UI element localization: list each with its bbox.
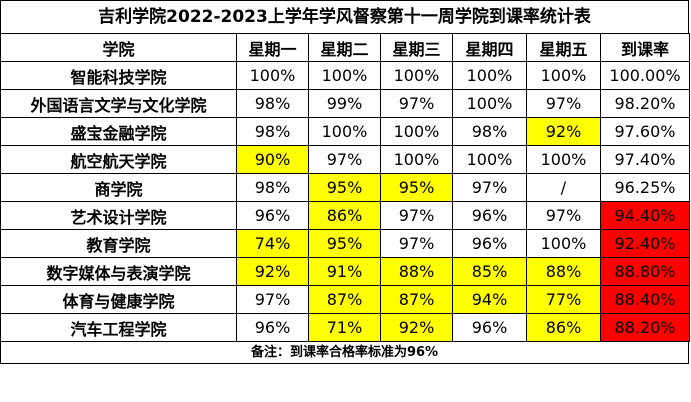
day-cell[interactable]: 86%: [308, 201, 381, 230]
day-cell[interactable]: 100%: [452, 61, 527, 90]
day-cell[interactable]: 85%: [452, 257, 527, 286]
header-attendance-rate[interactable]: 到课率: [600, 33, 690, 62]
rate-cell[interactable]: 100.00%: [600, 61, 690, 90]
day-cell[interactable]: 100%: [308, 61, 381, 90]
college-cell[interactable]: 体育与健康学院: [0, 285, 237, 314]
rate-cell[interactable]: 92.40%: [600, 229, 690, 258]
day-cell[interactable]: 100%: [236, 61, 309, 90]
day-cell[interactable]: 99%: [308, 89, 381, 118]
day-cell[interactable]: 100%: [380, 117, 453, 146]
college-cell[interactable]: 航空航天学院: [0, 145, 237, 174]
day-cell[interactable]: 71%: [308, 313, 381, 342]
header-tuesday[interactable]: 星期二: [308, 33, 381, 62]
day-cell[interactable]: 74%: [236, 229, 309, 258]
college-cell[interactable]: 艺术设计学院: [0, 201, 237, 230]
table-row: 艺术设计学院 96% 86% 97% 96% 97% 94.40%: [0, 201, 690, 230]
day-cell[interactable]: 100%: [380, 61, 453, 90]
rate-cell[interactable]: 88.80%: [600, 257, 690, 286]
day-cell[interactable]: 88%: [526, 257, 601, 286]
day-cell[interactable]: 98%: [236, 117, 309, 146]
table-row: 盛宝金融学院 98% 100% 100% 98% 92% 97.60%: [0, 117, 690, 146]
day-cell[interactable]: 98%: [236, 89, 309, 118]
day-cell[interactable]: 97%: [236, 285, 309, 314]
college-cell[interactable]: 数字媒体与表演学院: [0, 257, 237, 286]
day-cell[interactable]: 100%: [380, 145, 453, 174]
day-cell[interactable]: 96%: [452, 313, 527, 342]
attendance-table: 学院 星期一 星期二 星期三 星期四 星期五 到课率 智能科技学院 100% 100…: [0, 33, 690, 342]
day-cell[interactable]: 97%: [526, 201, 601, 230]
table-row: 商学院 98% 95% 95% 97%/96.25%: [0, 173, 690, 202]
rate-cell[interactable]: 97.60%: [600, 117, 690, 146]
sheet-title: 吉利学院2022-2023上学年学风督察第十一周学院到课率统计表: [0, 0, 689, 33]
table-row: 数字媒体与表演学院 92% 91% 88% 85% 88% 88.80%: [0, 257, 690, 286]
day-cell[interactable]: 97%: [308, 145, 381, 174]
day-cell[interactable]: 92%: [380, 313, 453, 342]
header-wednesday[interactable]: 星期三: [380, 33, 453, 62]
day-cell[interactable]: 96%: [236, 201, 309, 230]
day-cell[interactable]: 88%: [380, 257, 453, 286]
day-cell[interactable]: 100%: [452, 145, 527, 174]
day-cell[interactable]: 95%: [380, 173, 453, 202]
rate-cell[interactable]: 97.40%: [600, 145, 690, 174]
day-cell[interactable]: 100%: [526, 145, 601, 174]
day-cell[interactable]: 98%: [452, 117, 527, 146]
college-cell[interactable]: 盛宝金融学院: [0, 117, 237, 146]
table-row: 汽车工程学院 96% 71% 92% 96% 86% 88.20%: [0, 313, 690, 342]
rate-cell[interactable]: 88.20%: [600, 313, 690, 342]
day-cell[interactable]: 100%: [452, 89, 527, 118]
day-cell[interactable]: 97%: [380, 89, 453, 118]
day-cell[interactable]: 98%: [236, 173, 309, 202]
attendance-sheet: 吉利学院2022-2023上学年学风督察第十一周学院到课率统计表 学院 星期一 …: [0, 0, 690, 364]
day-cell[interactable]: 90%: [236, 145, 309, 174]
college-cell[interactable]: 商学院: [0, 173, 237, 202]
day-cell[interactable]: 100%: [308, 117, 381, 146]
footnote: 备注：到课率合格率标准为96%: [0, 342, 689, 364]
day-cell[interactable]: 92%: [236, 257, 309, 286]
day-cell[interactable]: 96%: [452, 229, 527, 258]
college-cell[interactable]: 汽车工程学院: [0, 313, 237, 342]
rate-cell[interactable]: 98.20%: [600, 89, 690, 118]
day-cell[interactable]: 96%: [236, 313, 309, 342]
rate-cell[interactable]: 96.25%: [600, 173, 690, 202]
table-row: 教育学院 74% 95% 97% 96% 100% 92.40%: [0, 229, 690, 258]
header-friday[interactable]: 星期五: [526, 33, 601, 62]
day-cell[interactable]: 95%: [308, 173, 381, 202]
college-cell[interactable]: 教育学院: [0, 229, 237, 258]
college-cell[interactable]: 智能科技学院: [0, 61, 237, 90]
header-monday[interactable]: 星期一: [236, 33, 309, 62]
day-cell[interactable]: 97%: [452, 173, 527, 202]
day-cell[interactable]: 95%: [308, 229, 381, 258]
header-thursday[interactable]: 星期四: [452, 33, 527, 62]
day-cell[interactable]: /: [526, 173, 601, 202]
table-row: 智能科技学院 100% 100% 100% 100% 100% 100.00%: [0, 61, 690, 90]
day-cell[interactable]: 97%: [526, 89, 601, 118]
day-cell[interactable]: 97%: [380, 201, 453, 230]
table-row: 航空航天学院 90% 97% 100% 100% 100% 97.40%: [0, 145, 690, 174]
day-cell[interactable]: 77%: [526, 285, 601, 314]
day-cell[interactable]: 91%: [308, 257, 381, 286]
day-cell[interactable]: 92%: [526, 117, 601, 146]
rate-cell[interactable]: 88.40%: [600, 285, 690, 314]
table-row: 体育与健康学院 97% 87% 87% 94% 77% 88.40%: [0, 285, 690, 314]
table-body: 智能科技学院 100% 100% 100% 100% 100% 100.00% 外国语言文学与…: [0, 61, 690, 342]
day-cell[interactable]: 86%: [526, 313, 601, 342]
day-cell[interactable]: 94%: [452, 285, 527, 314]
day-cell[interactable]: 100%: [526, 61, 601, 90]
header-college[interactable]: 学院: [0, 33, 237, 62]
table-row: 外国语言文学与文化学院 98% 99% 97% 100% 97% 98.20%: [0, 89, 690, 118]
day-cell[interactable]: 87%: [380, 285, 453, 314]
day-cell[interactable]: 97%: [380, 229, 453, 258]
day-cell[interactable]: 96%: [452, 201, 527, 230]
header-row: 学院 星期一 星期二 星期三 星期四 星期五 到课率: [0, 33, 690, 62]
day-cell[interactable]: 100%: [526, 229, 601, 258]
rate-cell[interactable]: 94.40%: [600, 201, 690, 230]
college-cell[interactable]: 外国语言文学与文化学院: [0, 89, 237, 118]
day-cell[interactable]: 87%: [308, 285, 381, 314]
